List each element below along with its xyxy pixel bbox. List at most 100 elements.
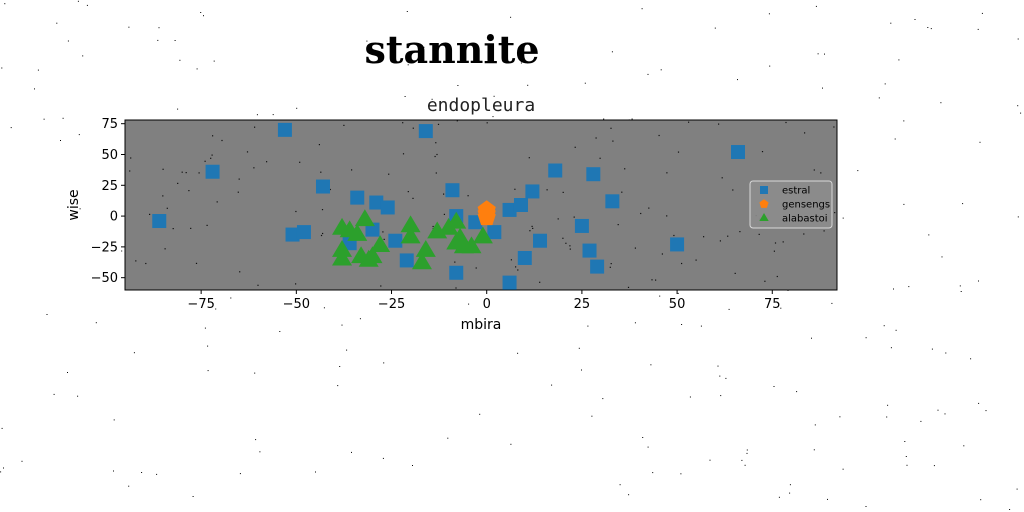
estral-point bbox=[399, 253, 414, 268]
estral-point bbox=[513, 198, 528, 212]
noise-dot bbox=[741, 459, 743, 461]
noise-dot bbox=[130, 157, 132, 159]
noise-dot bbox=[259, 451, 261, 453]
estral-point bbox=[152, 214, 167, 229]
estral-point bbox=[468, 215, 483, 230]
noise-dot bbox=[1020, 112, 1022, 114]
series-gensengs bbox=[477, 200, 496, 226]
noise-dot bbox=[773, 386, 775, 387]
noise-dot bbox=[815, 5, 817, 7]
noise-dot bbox=[746, 449, 748, 451]
noise-dot bbox=[680, 473, 682, 475]
noise-dot bbox=[164, 248, 166, 250]
noise-dot bbox=[551, 384, 553, 386]
noise-dot bbox=[1, 427, 3, 429]
noise-dot bbox=[215, 308, 217, 310]
estral-point bbox=[388, 233, 403, 248]
noise-dot bbox=[253, 167, 255, 169]
noise-dot bbox=[581, 369, 582, 371]
noise-dot bbox=[774, 242, 777, 244]
noise-dot bbox=[532, 227, 534, 229]
noise-dot bbox=[515, 266, 517, 268]
y-tick-label: 75 bbox=[101, 117, 118, 132]
noise-dot bbox=[719, 240, 721, 242]
noise-dot bbox=[603, 118, 605, 120]
noise-dot bbox=[903, 203, 905, 205]
noise-dot bbox=[468, 303, 470, 305]
noise-dot bbox=[813, 169, 815, 171]
noise-dot bbox=[517, 352, 519, 354]
noise-dot bbox=[587, 325, 589, 327]
noise-dot bbox=[609, 266, 611, 268]
noise-dot bbox=[486, 122, 488, 124]
noise-dot bbox=[804, 132, 806, 134]
noise-dot bbox=[121, 250, 123, 252]
noise-dot bbox=[906, 464, 908, 466]
x-tick-label: −25 bbox=[378, 297, 405, 312]
noise-dot bbox=[739, 231, 741, 233]
noise-dot bbox=[207, 345, 209, 347]
legend-label: estral bbox=[782, 186, 810, 197]
noise-dot bbox=[769, 65, 771, 67]
noise-dot bbox=[599, 157, 601, 159]
noise-dot bbox=[190, 227, 192, 229]
noise-dot bbox=[447, 437, 449, 439]
noise-dot bbox=[651, 279, 653, 281]
noise-dot bbox=[737, 79, 738, 81]
noise-dot bbox=[407, 64, 409, 66]
y-tick-label: 0 bbox=[110, 210, 118, 225]
noise-dot bbox=[56, 22, 58, 24]
gensengs-legend-marker bbox=[759, 199, 769, 208]
estral-point bbox=[365, 222, 380, 237]
noise-dot bbox=[21, 460, 23, 462]
noise-dot bbox=[776, 275, 778, 278]
noise-dot bbox=[4, 3, 6, 5]
noise-dot bbox=[95, 322, 97, 324]
estral-point bbox=[449, 265, 464, 280]
noise-dot bbox=[565, 242, 567, 244]
noise-dot bbox=[296, 107, 298, 109]
noise-dot bbox=[129, 170, 131, 172]
noise-dot bbox=[611, 51, 613, 53]
noise-dot bbox=[621, 191, 623, 193]
noise-dot bbox=[174, 40, 176, 41]
noise-dot bbox=[382, 457, 384, 459]
series-alabastoi bbox=[332, 209, 493, 270]
noise-dot bbox=[688, 121, 690, 123]
alabastoi-point bbox=[415, 240, 436, 257]
noise-dot bbox=[557, 218, 559, 220]
noise-dot bbox=[539, 281, 541, 283]
alabastoi-point bbox=[472, 226, 493, 244]
noise-dot bbox=[963, 445, 965, 447]
legend-item-alabastoi: alabastoi bbox=[759, 213, 828, 225]
noise-dot bbox=[239, 271, 241, 273]
noise-dot bbox=[878, 97, 880, 99]
noise-dot bbox=[628, 494, 630, 496]
estral-point bbox=[502, 275, 517, 290]
noise-dot bbox=[928, 234, 930, 236]
noise-dot bbox=[884, 83, 886, 85]
noise-dot bbox=[732, 189, 734, 191]
noise-dot bbox=[578, 347, 580, 349]
estral-point bbox=[296, 225, 311, 240]
gensengs-point bbox=[477, 207, 496, 226]
alabastoi-point bbox=[400, 215, 421, 233]
legend: estral gensengs alabastoi bbox=[749, 180, 833, 229]
noise-dot bbox=[865, 337, 867, 339]
noise-dot bbox=[944, 413, 946, 415]
noise-dot bbox=[569, 248, 571, 250]
noise-dot bbox=[908, 286, 910, 288]
noise-dot bbox=[145, 262, 147, 265]
series-estral bbox=[152, 122, 746, 290]
noise-dot bbox=[53, 393, 55, 395]
noise-dot bbox=[128, 485, 130, 487]
noise-dot bbox=[366, 40, 368, 42]
noise-dot bbox=[443, 193, 445, 195]
estral-legend-marker bbox=[760, 186, 768, 194]
noise-dot bbox=[407, 191, 409, 193]
noise-dot bbox=[257, 284, 259, 286]
noise-dot bbox=[435, 142, 437, 144]
alabastoi-point bbox=[400, 226, 421, 244]
noise-dot bbox=[634, 247, 636, 249]
noise-dot bbox=[631, 118, 633, 120]
